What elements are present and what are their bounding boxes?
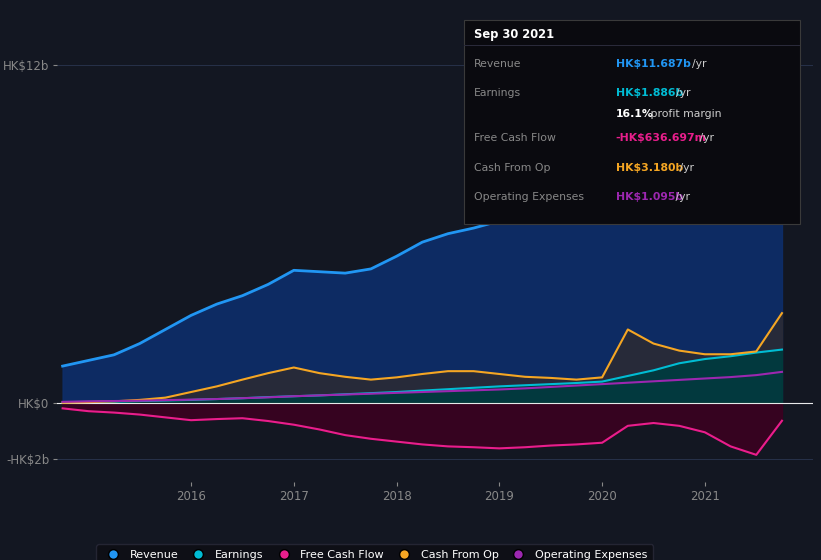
Text: Sep 30 2021: Sep 30 2021 xyxy=(474,27,554,40)
Text: HK$1.095b: HK$1.095b xyxy=(616,192,683,202)
Text: /yr: /yr xyxy=(676,162,694,172)
Text: HK$11.687b: HK$11.687b xyxy=(616,59,690,69)
Text: profit margin: profit margin xyxy=(647,109,722,119)
Text: /yr: /yr xyxy=(692,59,707,69)
Text: 16.1%: 16.1% xyxy=(616,109,654,119)
Text: Operating Expenses: Operating Expenses xyxy=(474,192,584,202)
Text: Cash From Op: Cash From Op xyxy=(474,162,550,172)
Text: -HK$636.697m: -HK$636.697m xyxy=(616,133,707,143)
Text: Earnings: Earnings xyxy=(474,88,521,98)
Text: HK$3.180b: HK$3.180b xyxy=(616,162,683,172)
Text: /yr: /yr xyxy=(696,133,714,143)
Text: Free Cash Flow: Free Cash Flow xyxy=(474,133,556,143)
Text: HK$1.886b: HK$1.886b xyxy=(616,88,683,98)
Text: /yr: /yr xyxy=(676,88,690,98)
Text: Revenue: Revenue xyxy=(474,59,521,69)
Text: /yr: /yr xyxy=(672,192,690,202)
Legend: Revenue, Earnings, Free Cash Flow, Cash From Op, Operating Expenses: Revenue, Earnings, Free Cash Flow, Cash … xyxy=(96,544,653,560)
